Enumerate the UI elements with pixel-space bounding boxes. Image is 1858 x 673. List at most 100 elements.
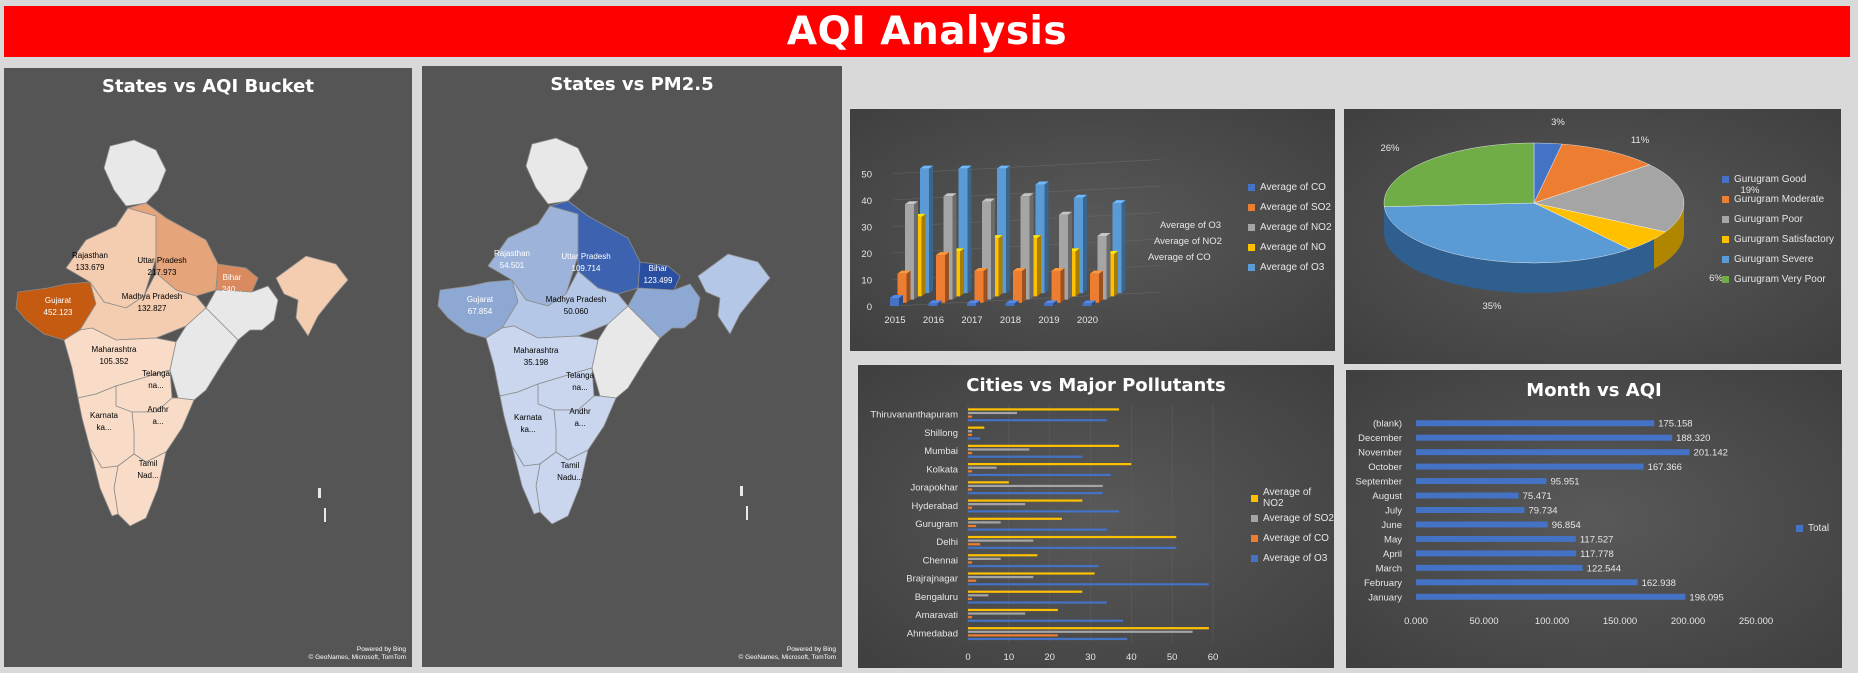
legend-item: Average of NO	[1248, 237, 1332, 257]
map-state-value: 123.499	[644, 276, 673, 285]
bar-3d-front	[1112, 203, 1122, 294]
map-state-label: Karnata	[90, 411, 119, 420]
legend-swatch	[1722, 235, 1729, 243]
bar-3d-front	[905, 204, 914, 300]
pie-data-label: 6%	[1709, 273, 1723, 284]
cities-pollutants-chart-panel[interactable]: Cities vs Major Pollutants 0 10 20 30 40 50 60…	[858, 365, 1334, 668]
legend-swatch	[1796, 524, 1803, 532]
y-tick-label: 0	[867, 302, 872, 313]
map-pm25-panel[interactable]: States vs PM2.5 Rajasthan 54.501 Uttar Pra…	[422, 66, 842, 667]
bar-3d-side	[1106, 233, 1111, 300]
bar-3d-side	[937, 300, 942, 306]
pollutants-by-year-chart-panel[interactable]: 0 10 20 30 40 50 2015 2016 2017 2018 2019 2020 Avera…	[850, 109, 1335, 351]
legend-item: Average of O3	[1251, 548, 1334, 568]
x-tick-label: 2018	[1000, 315, 1021, 326]
y-tick-label: 50	[861, 170, 872, 181]
bar-3d-top	[1035, 181, 1049, 185]
legend-swatch	[1248, 243, 1255, 251]
bar-3d-top	[1097, 233, 1111, 236]
gurugram-aqi-pie-panel[interactable]: 3% 11% 19% 6% 35% 26% Gurugram Good Gurugram M…	[1344, 109, 1841, 364]
y-tick-label: Bengaluru	[915, 592, 958, 603]
state-north-region	[103, 139, 167, 207]
y-tick-label: Thiruvananthapuram	[870, 410, 958, 421]
x-tick-label: 150.000	[1603, 616, 1637, 627]
y-tick-label: August	[1372, 491, 1402, 502]
bar-3d-side	[914, 201, 918, 300]
x-tick-label: 2015	[884, 315, 905, 326]
map-state-label: Gujarat	[45, 296, 72, 305]
gridline	[892, 159, 1162, 174]
bar-3d-side	[906, 270, 911, 303]
bar-3d-side	[1075, 248, 1080, 297]
map-state-label: Andhr	[147, 405, 169, 414]
bar	[968, 437, 981, 440]
pollutants-by-year-chart: 0 10 20 30 40 50 2015 2016 2017 2018 2019 2020 Avera…	[861, 159, 1222, 326]
y-tick-label: 30	[861, 223, 872, 234]
gridline	[892, 185, 1162, 201]
bar	[968, 444, 1120, 447]
bar-3d-front	[936, 255, 945, 303]
pie-data-label: 11%	[1631, 135, 1650, 146]
bar-3d-side	[1121, 200, 1126, 294]
bar	[1416, 478, 1547, 485]
map-state-label: Uttar Pradesh	[561, 252, 610, 261]
y-tick-label: February	[1364, 578, 1402, 589]
month-aqi-chart-panel[interactable]: Month vs AQI 0.000 50.000 100.000 150.000 20…	[1346, 370, 1842, 668]
bar-3d-front	[997, 168, 1006, 294]
state-karnataka	[77, 385, 135, 469]
x-tick-label: 0	[965, 652, 970, 663]
map-state-label: Rajasthan	[72, 251, 108, 260]
bar-3d-side	[960, 248, 964, 297]
bar-3d-top	[997, 165, 1010, 169]
map-state-value: 217.973	[148, 268, 177, 277]
legend-label: Average of SO2	[1263, 512, 1334, 524]
pie-data-label: 3%	[1551, 117, 1565, 128]
y-tick-label: April	[1383, 549, 1402, 560]
bar	[968, 463, 1132, 466]
legend-label: Average of NO2	[1260, 221, 1332, 233]
map-aqi-bucket-panel[interactable]: States vs AQI Bucket Rajasthan 133.679 Utt…	[4, 68, 412, 667]
bar	[968, 510, 1120, 513]
x-tick-label: 200.000	[1671, 616, 1705, 627]
bar-3d-top	[897, 270, 911, 274]
bar	[968, 597, 973, 601]
island-shape	[318, 488, 321, 498]
legend-item: Gurugram Poor	[1722, 209, 1834, 229]
pie-data-label: 35%	[1482, 301, 1502, 312]
map-state-value: 240...	[222, 285, 242, 294]
bar	[968, 430, 973, 433]
legend-swatch	[1722, 175, 1729, 183]
bar	[968, 608, 1058, 612]
y-tick-label: June	[1381, 520, 1402, 531]
bar-3d-front	[1090, 273, 1099, 303]
y-tick-label: November	[1358, 448, 1402, 459]
map-state-label: Uttar Pradesh	[137, 256, 186, 265]
bar	[968, 627, 1209, 630]
bar-3d-side	[899, 295, 903, 306]
legend-swatch	[1722, 215, 1729, 223]
state-karnataka	[499, 383, 557, 467]
bar-3d-side	[952, 193, 957, 300]
bar-3d-front	[1020, 196, 1030, 300]
bar-3d-front	[1051, 271, 1061, 303]
pie-data-label: 19%	[1740, 185, 1760, 196]
bar-3d-front	[890, 298, 899, 306]
bar-3d-top	[1005, 300, 1019, 304]
bar-3d-top	[967, 300, 980, 304]
bar	[968, 575, 1034, 579]
bar-3d-side	[998, 235, 1003, 297]
bar-3d-front	[958, 168, 968, 294]
legend-swatch	[1248, 263, 1255, 271]
y-tick-label: Amaravati	[915, 610, 958, 621]
bar	[968, 451, 973, 455]
legend-item: Average of NO2	[1251, 487, 1334, 509]
state-uttar-pradesh	[548, 200, 641, 295]
bar-3d-side	[976, 300, 980, 306]
bar-3d-top	[974, 268, 988, 271]
legend-swatch	[1251, 554, 1258, 562]
bar	[1416, 579, 1638, 586]
gurugram-aqi-legend: Gurugram Good Gurugram Moderate Gurugram P…	[1722, 169, 1834, 289]
y-tick-label: September	[1356, 477, 1402, 488]
x-tick-label: 0.000	[1404, 616, 1428, 627]
map-state-label: Tamil	[139, 459, 158, 468]
